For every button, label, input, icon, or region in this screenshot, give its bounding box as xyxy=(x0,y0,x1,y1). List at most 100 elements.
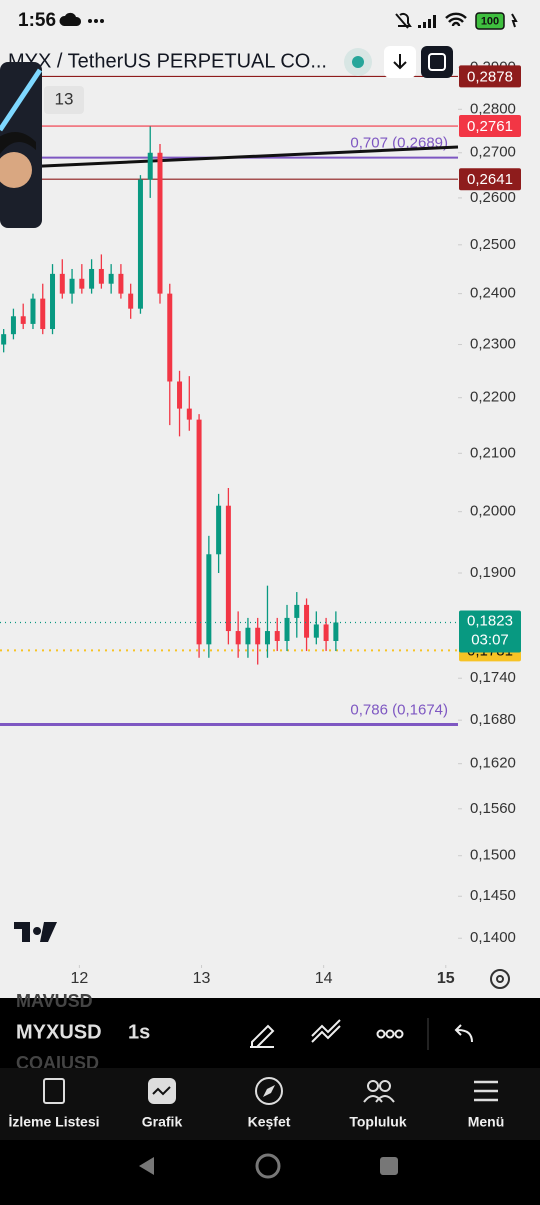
current-price-label: 0,1823 xyxy=(467,612,513,629)
indicator-icon[interactable] xyxy=(311,1019,341,1043)
dot xyxy=(94,19,98,23)
wifi-icon xyxy=(445,12,467,27)
y-tick-label: 0,2400 xyxy=(470,285,516,302)
y-tick-label: 0,1500 xyxy=(470,847,516,864)
trend-line xyxy=(0,145,459,170)
fullscreen-icon xyxy=(428,53,446,71)
home-button[interactable] xyxy=(255,1153,281,1179)
candle-body xyxy=(294,604,300,618)
more-icon[interactable] xyxy=(376,1029,404,1039)
y-tick-label: 0,2300 xyxy=(470,335,516,352)
avatar-light xyxy=(0,68,43,132)
price-tag xyxy=(459,65,521,88)
candle-body xyxy=(108,273,114,284)
y-tick-label: 0,1450 xyxy=(470,887,516,904)
nav-label[interactable]: Menü xyxy=(468,1114,505,1130)
y-tick-label: 0,1400 xyxy=(470,929,516,946)
y-tick-label: 0,2500 xyxy=(470,236,516,253)
fib-label: 0,786 (0,1674) xyxy=(350,701,448,718)
candle-body xyxy=(118,273,124,294)
y-tick-label: 0,2000 xyxy=(470,503,516,520)
candle-body xyxy=(167,293,173,382)
dot xyxy=(88,19,92,23)
settings-icon-core xyxy=(496,975,504,983)
watchlist-symbol[interactable]: MYXUSD xyxy=(16,1021,102,1043)
candle-body xyxy=(79,278,85,289)
candle-body xyxy=(245,627,251,645)
cloud-icon xyxy=(59,12,82,26)
candle-body xyxy=(264,631,270,645)
countdown-label: 03:07 xyxy=(471,631,509,648)
charging-icon xyxy=(511,13,518,28)
mute-icon xyxy=(395,12,412,29)
watchlist-icon xyxy=(43,1078,65,1104)
price-tag-label: 0,2641 xyxy=(467,171,513,188)
status-time: 1:56 xyxy=(18,10,56,31)
menu-icon xyxy=(474,1080,498,1102)
explore-icon xyxy=(255,1077,283,1105)
nav-label[interactable]: Grafik xyxy=(142,1114,183,1130)
candle-body xyxy=(313,624,319,638)
watchlist-symbol[interactable]: COAIUSD xyxy=(16,1053,99,1073)
candle-body xyxy=(69,278,75,294)
price-tag-label: 0,2878 xyxy=(467,68,513,85)
draw-icon[interactable] xyxy=(250,1024,275,1048)
candle-body xyxy=(235,631,241,645)
candle-body xyxy=(30,298,36,324)
community-icon xyxy=(379,1080,391,1092)
price-tag-label: 0,2761 xyxy=(467,118,513,135)
download-icon xyxy=(393,54,407,70)
tradingview-logo xyxy=(14,922,57,942)
interval-badge-text: 13 xyxy=(55,89,74,108)
chart-icon xyxy=(148,1078,176,1104)
y-tick-label: 0,2800 xyxy=(470,100,516,117)
nav-label[interactable]: İzleme Listesi xyxy=(8,1114,99,1130)
signal-icon xyxy=(418,15,436,28)
price-tag xyxy=(459,168,521,191)
x-tick-label: 14 xyxy=(315,970,333,987)
candle-body xyxy=(304,604,310,638)
candle-body xyxy=(98,268,104,284)
undo-icon[interactable] xyxy=(454,1024,473,1043)
candle-body xyxy=(59,273,65,294)
back-button[interactable] xyxy=(139,1157,154,1175)
candle-body xyxy=(1,334,7,345)
candle-body xyxy=(89,268,95,289)
y-tick-label: 0,1900 xyxy=(470,564,516,581)
y-tick-label: 0,1680 xyxy=(470,711,516,728)
avatar-face xyxy=(0,152,32,188)
fullscreen-button[interactable] xyxy=(421,46,453,78)
community-icon xyxy=(367,1080,379,1092)
candle-body xyxy=(333,622,339,641)
plot: 0,29000,28000,27000,26000,25000,24000,23… xyxy=(0,58,521,987)
nav-label[interactable]: Topluluk xyxy=(349,1114,406,1130)
candle-body xyxy=(177,381,183,409)
settings-icon[interactable] xyxy=(490,969,510,989)
nav-label[interactable]: Keşfet xyxy=(248,1114,291,1130)
y-tick-label: 0,1560 xyxy=(470,800,516,817)
community-body xyxy=(363,1095,395,1103)
candle-body xyxy=(186,408,192,420)
candle-body xyxy=(128,293,134,309)
x-tick-label: 15 xyxy=(437,970,455,987)
candle-body xyxy=(40,298,46,330)
interval[interactable]: 1s xyxy=(128,1021,150,1043)
symbol-title[interactable]: MYX / TetherUS PERPETUAL CO... xyxy=(8,50,327,72)
candle-body xyxy=(323,624,329,641)
x-tick-label: 12 xyxy=(70,970,88,987)
candle-body xyxy=(206,554,212,645)
candle-body xyxy=(225,505,231,632)
battery xyxy=(475,12,505,30)
recents-button[interactable] xyxy=(380,1157,398,1175)
battery-level: 100 xyxy=(481,15,499,27)
candle-body xyxy=(137,179,143,309)
dot xyxy=(100,19,104,23)
watchlist-symbol[interactable]: MAVUSD xyxy=(16,991,93,1011)
system-nav xyxy=(0,1140,540,1200)
interval-badge[interactable] xyxy=(44,86,84,114)
candle-body xyxy=(255,627,261,645)
watchlist-scroll[interactable]: MAVUSD MYXUSD COAIUSD xyxy=(16,991,102,1073)
y-tick-label: 0,2100 xyxy=(470,444,516,461)
avatar-hair xyxy=(0,132,36,155)
